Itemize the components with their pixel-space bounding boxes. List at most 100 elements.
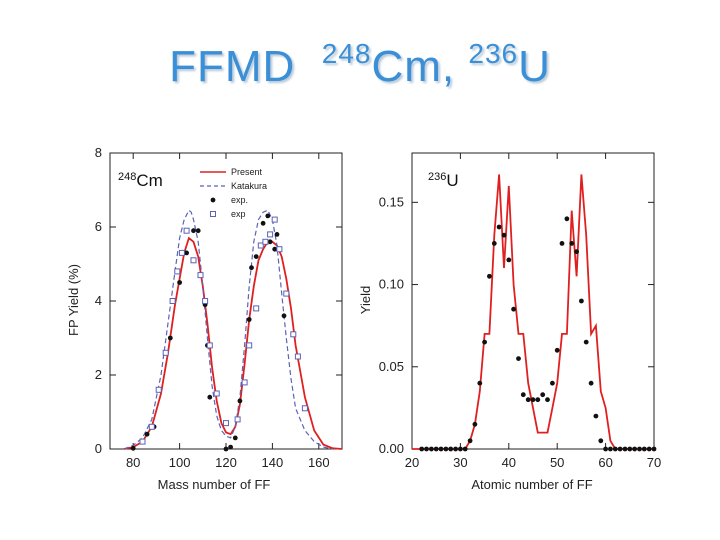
left-x-axis-label: Mass number of FF — [158, 477, 271, 492]
right-y-tick-label: 0.05 — [379, 359, 404, 374]
left-exp-dot-point — [232, 435, 238, 441]
right-x-tick-label: 60 — [598, 455, 612, 470]
right-y-tick-label: 0.00 — [379, 441, 404, 456]
right-y-axis-label: Yield — [358, 286, 373, 314]
left-exp-dot-point — [237, 398, 243, 404]
left-exp-square-point — [271, 216, 278, 223]
left-exp-square-point — [257, 242, 264, 249]
isotope2-mass: 236 — [468, 38, 519, 69]
right-exp-dot-point — [477, 380, 483, 386]
left-panel-label-mass: 248 — [118, 171, 136, 183]
isotope1-mass: 248 — [321, 38, 372, 69]
left-series-katakura-line — [123, 209, 333, 450]
right-panel-label-symbol: U — [446, 171, 458, 190]
right-y-tick-label: 0.15 — [379, 194, 404, 209]
left-exp-square-point — [241, 379, 248, 386]
right-exp-dot-point — [554, 347, 560, 353]
right-exp-dot-point — [540, 392, 546, 398]
left-exp-square-point — [178, 249, 185, 256]
left-exp-dot-point — [274, 232, 280, 237]
right-exp-dot-point — [637, 446, 642, 452]
left-y-tick-label: 8 — [95, 145, 102, 160]
right-chart: 236U Atomic number of FF Yield — [358, 171, 593, 492]
right-exp-dot-point — [525, 397, 531, 403]
left-exp-square-point — [139, 438, 146, 445]
left-exp-square-point — [276, 246, 283, 253]
left-y-axis-label: FP Yield (%) — [66, 264, 81, 336]
left-exp-square-point — [301, 405, 308, 412]
left-exp-dot-point — [267, 239, 273, 245]
left-chart: 248Cm Mass number of FF FP Yield (%) Pre… — [66, 167, 270, 492]
left-exp-square-point — [206, 342, 213, 349]
right-exp-dot-point — [443, 446, 449, 452]
left-exp-dot-point — [191, 228, 196, 234]
right-x-tick-label: 40 — [502, 455, 516, 470]
right-panel-label: 236U — [428, 171, 459, 190]
right-exp-dot-point — [453, 446, 458, 452]
right-exp-dot-point — [467, 438, 473, 444]
left-exp-square-point — [202, 298, 209, 304]
right-plot-frame — [411, 152, 655, 450]
right-exp-dot-point — [511, 306, 516, 312]
right-x-axis-label: Atomic number of FF — [471, 477, 592, 492]
left-panel-label: 248Cm — [118, 171, 163, 190]
right-exp-dot-point — [612, 446, 618, 452]
right-exp-dot-point — [516, 356, 521, 361]
right-exp-dot-point — [429, 446, 434, 452]
left-exp-square-point — [267, 231, 274, 238]
left-exp-dot-point — [265, 213, 271, 219]
right-exp-dot-point — [583, 339, 589, 345]
left-exp-dot-point — [144, 431, 150, 437]
right-exp-dot-point — [501, 232, 507, 238]
left-exp-dot-point — [130, 445, 136, 451]
right-x-tick-label: 20 — [405, 455, 419, 470]
right-exp-dot-point — [433, 446, 439, 452]
right-y-tick-label: 0.10 — [379, 277, 404, 292]
left-exp-square-point — [148, 423, 155, 430]
left-exp-square-point — [197, 272, 204, 279]
right-plot-area: 20 30 40 50 60 70 0.00 0.05 0.10 0.15 — [379, 152, 661, 470]
right-panel-label-mass: 236 — [428, 171, 446, 183]
right-exp-dot-point — [491, 241, 497, 246]
left-exp-square-point — [294, 353, 301, 360]
right-exp-dot-point — [646, 446, 652, 452]
left-exp-dot-point — [207, 394, 213, 400]
left-exp-dot-point — [177, 280, 183, 285]
right-exp-dot-point — [564, 216, 570, 222]
left-exp-dot-point — [246, 317, 252, 322]
right-exp-dot-point — [651, 446, 657, 452]
right-series-present-line — [412, 174, 654, 450]
right-exp-dot-point — [496, 224, 502, 230]
left-exp-dot-point — [223, 446, 229, 452]
left-y-tick-label: 4 — [95, 293, 102, 308]
right-exp-dot-point — [472, 421, 478, 427]
left-exp-dot-point — [249, 265, 254, 271]
left-exp-dot-point — [167, 335, 173, 341]
right-exp-dot-point — [458, 446, 463, 452]
left-x-tick-label: 80 — [126, 455, 140, 470]
right-exp-dot-point — [569, 241, 575, 246]
right-exp-dot-point — [462, 446, 468, 452]
left-exp-square-point — [262, 238, 269, 245]
left-y-tick-label: 6 — [95, 219, 102, 234]
left-exp-square-point — [174, 268, 181, 275]
left-panel-label-symbol: Cm — [136, 171, 162, 190]
left-y-tick-label: 2 — [95, 367, 102, 382]
right-exp-dot-point — [622, 446, 628, 452]
right-exp-dot-point — [419, 446, 425, 452]
left-exp-square-point — [213, 390, 220, 397]
right-exp-dot-point — [482, 339, 487, 345]
right-exp-dot-point — [608, 446, 613, 452]
left-x-tick-label: 120 — [215, 455, 237, 470]
right-exp-dot-point — [579, 298, 584, 304]
right-exp-dot-point — [559, 241, 565, 246]
left-y-tick-label: 0 — [95, 441, 102, 456]
right-exp-dot-point — [627, 446, 633, 452]
left-exp-dot-point — [228, 444, 234, 450]
right-exp-dot-point — [448, 446, 454, 452]
right-exp-dot-point — [603, 446, 608, 452]
left-series-present-line — [123, 236, 343, 450]
left-exp-square-point — [253, 305, 260, 312]
right-exp-dot-point — [530, 397, 536, 403]
